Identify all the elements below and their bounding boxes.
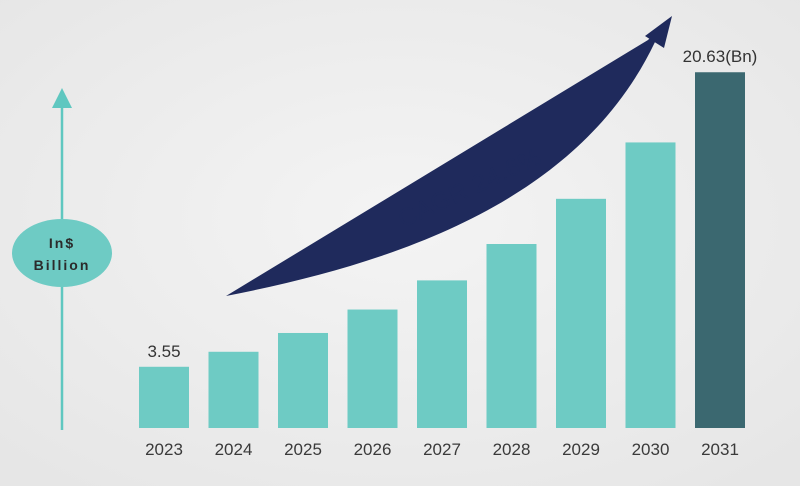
bar-2026 — [347, 309, 398, 428]
bar-2027 — [417, 280, 467, 428]
x-tick-label: 2026 — [354, 440, 392, 459]
arrow-head-icon — [645, 16, 672, 48]
arrow-up-icon — [52, 88, 72, 108]
bar-2030 — [625, 142, 676, 428]
bar-series — [139, 72, 745, 429]
cagr-arrow — [226, 16, 672, 296]
bar-2023 — [139, 366, 189, 428]
x-tick-label: 2024 — [215, 440, 253, 459]
x-tick-label: 2027 — [423, 440, 461, 459]
bar-2028 — [486, 244, 537, 428]
x-tick-label: 2030 — [632, 440, 670, 459]
unit-badge-line2: Billion — [34, 257, 91, 273]
x-tick-label: 2025 — [284, 440, 322, 459]
x-tick-label: 2031 — [701, 440, 739, 459]
x-tick-label: 2023 — [145, 440, 183, 459]
data-label: 20.63(Bn) — [683, 47, 758, 66]
bar-2025 — [278, 332, 328, 428]
unit-badge-line1: In$ — [49, 235, 75, 251]
x-tick-label: 2028 — [493, 440, 531, 459]
data-labels: 3.55 20.63(Bn) — [147, 47, 757, 361]
bar-2031 — [695, 72, 745, 429]
bar-2024 — [208, 351, 259, 428]
data-label: 3.55 — [147, 342, 180, 361]
x-tick-label: 2029 — [562, 440, 600, 459]
unit-badge: In$ Billion — [12, 219, 112, 287]
bar-2029 — [556, 198, 606, 428]
x-axis-labels: 2023 2024 2025 2026 2027 2028 2029 2030 2031 — [145, 440, 739, 459]
